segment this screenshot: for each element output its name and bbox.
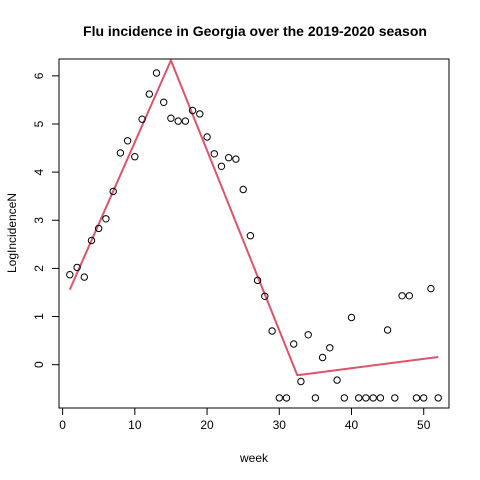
- data-point: [210, 150, 219, 158]
- data-point: [239, 185, 247, 194]
- fitted-piecewise-line: [68, 59, 439, 377]
- x-axis-label: week: [239, 451, 269, 465]
- data-point: [412, 394, 421, 402]
- data-point: [123, 137, 132, 145]
- data-point: [326, 344, 334, 352]
- data-point: [318, 353, 327, 362]
- data-point: [145, 90, 154, 98]
- data-points: [66, 69, 442, 402]
- data-point: [232, 155, 240, 163]
- y-tick-label: 5: [32, 120, 46, 127]
- x-tick-label: 10: [128, 418, 142, 432]
- data-point: [66, 271, 74, 279]
- data-point: [95, 224, 103, 233]
- x-tick-label: 50: [417, 418, 431, 432]
- data-point: [73, 263, 81, 272]
- data-point: [268, 327, 276, 335]
- data-point: [347, 313, 356, 322]
- y-tick-label: 2: [32, 265, 46, 272]
- data-point: [434, 394, 442, 402]
- data-point: [131, 153, 139, 161]
- x-tick-label: 0: [59, 418, 66, 432]
- y-axis: 0 1 2 3 4 5 6: [32, 72, 60, 368]
- data-point: [188, 106, 197, 115]
- x-axis: 0 10 20 30 40 50: [59, 407, 431, 432]
- data-point: [275, 394, 283, 402]
- data-point: [427, 284, 435, 293]
- data-point: [355, 394, 363, 402]
- data-point: [109, 187, 117, 196]
- data-point: [138, 115, 146, 123]
- chart-title: Flu incidence in Georgia over the 2019-2…: [83, 23, 427, 39]
- data-point: [376, 394, 385, 402]
- data-point: [152, 69, 161, 77]
- data-point: [225, 154, 233, 162]
- plot-frame: [58, 58, 450, 409]
- data-point: [391, 394, 399, 402]
- data-point: [333, 376, 341, 384]
- data-point: [398, 292, 406, 300]
- data-point: [196, 110, 204, 118]
- data-point: [87, 236, 96, 245]
- y-tick-label: 4: [32, 168, 46, 175]
- fit-line-path: [68, 59, 439, 377]
- data-point: [102, 215, 110, 223]
- data-point: [420, 394, 428, 402]
- data-point: [217, 162, 226, 171]
- data-point: [297, 377, 305, 386]
- data-point: [311, 394, 320, 402]
- data-point: [362, 394, 370, 402]
- data-point: [253, 276, 262, 285]
- y-tick-label: 3: [32, 217, 46, 224]
- y-tick-label: 0: [32, 361, 46, 368]
- y-axis-label: LogIncidenceN: [5, 193, 19, 273]
- data-point: [304, 331, 312, 339]
- x-tick-label: 40: [345, 418, 359, 432]
- data-point: [261, 292, 269, 300]
- x-tick-label: 20: [200, 418, 214, 432]
- data-point: [340, 394, 348, 402]
- data-point: [405, 292, 413, 300]
- x-tick-label: 30: [273, 418, 287, 432]
- data-point: [160, 98, 168, 107]
- data-point: [167, 114, 175, 122]
- data-point: [80, 273, 89, 281]
- data-point: [369, 394, 377, 402]
- data-point: [383, 326, 392, 334]
- data-point: [290, 340, 298, 348]
- y-tick-label: 1: [32, 313, 46, 320]
- data-point: [203, 133, 211, 141]
- data-point: [174, 117, 182, 125]
- data-point: [282, 394, 291, 402]
- data-point: [246, 232, 255, 240]
- data-point: [181, 117, 190, 125]
- y-tick-label: 6: [32, 72, 46, 79]
- data-point: [116, 149, 125, 157]
